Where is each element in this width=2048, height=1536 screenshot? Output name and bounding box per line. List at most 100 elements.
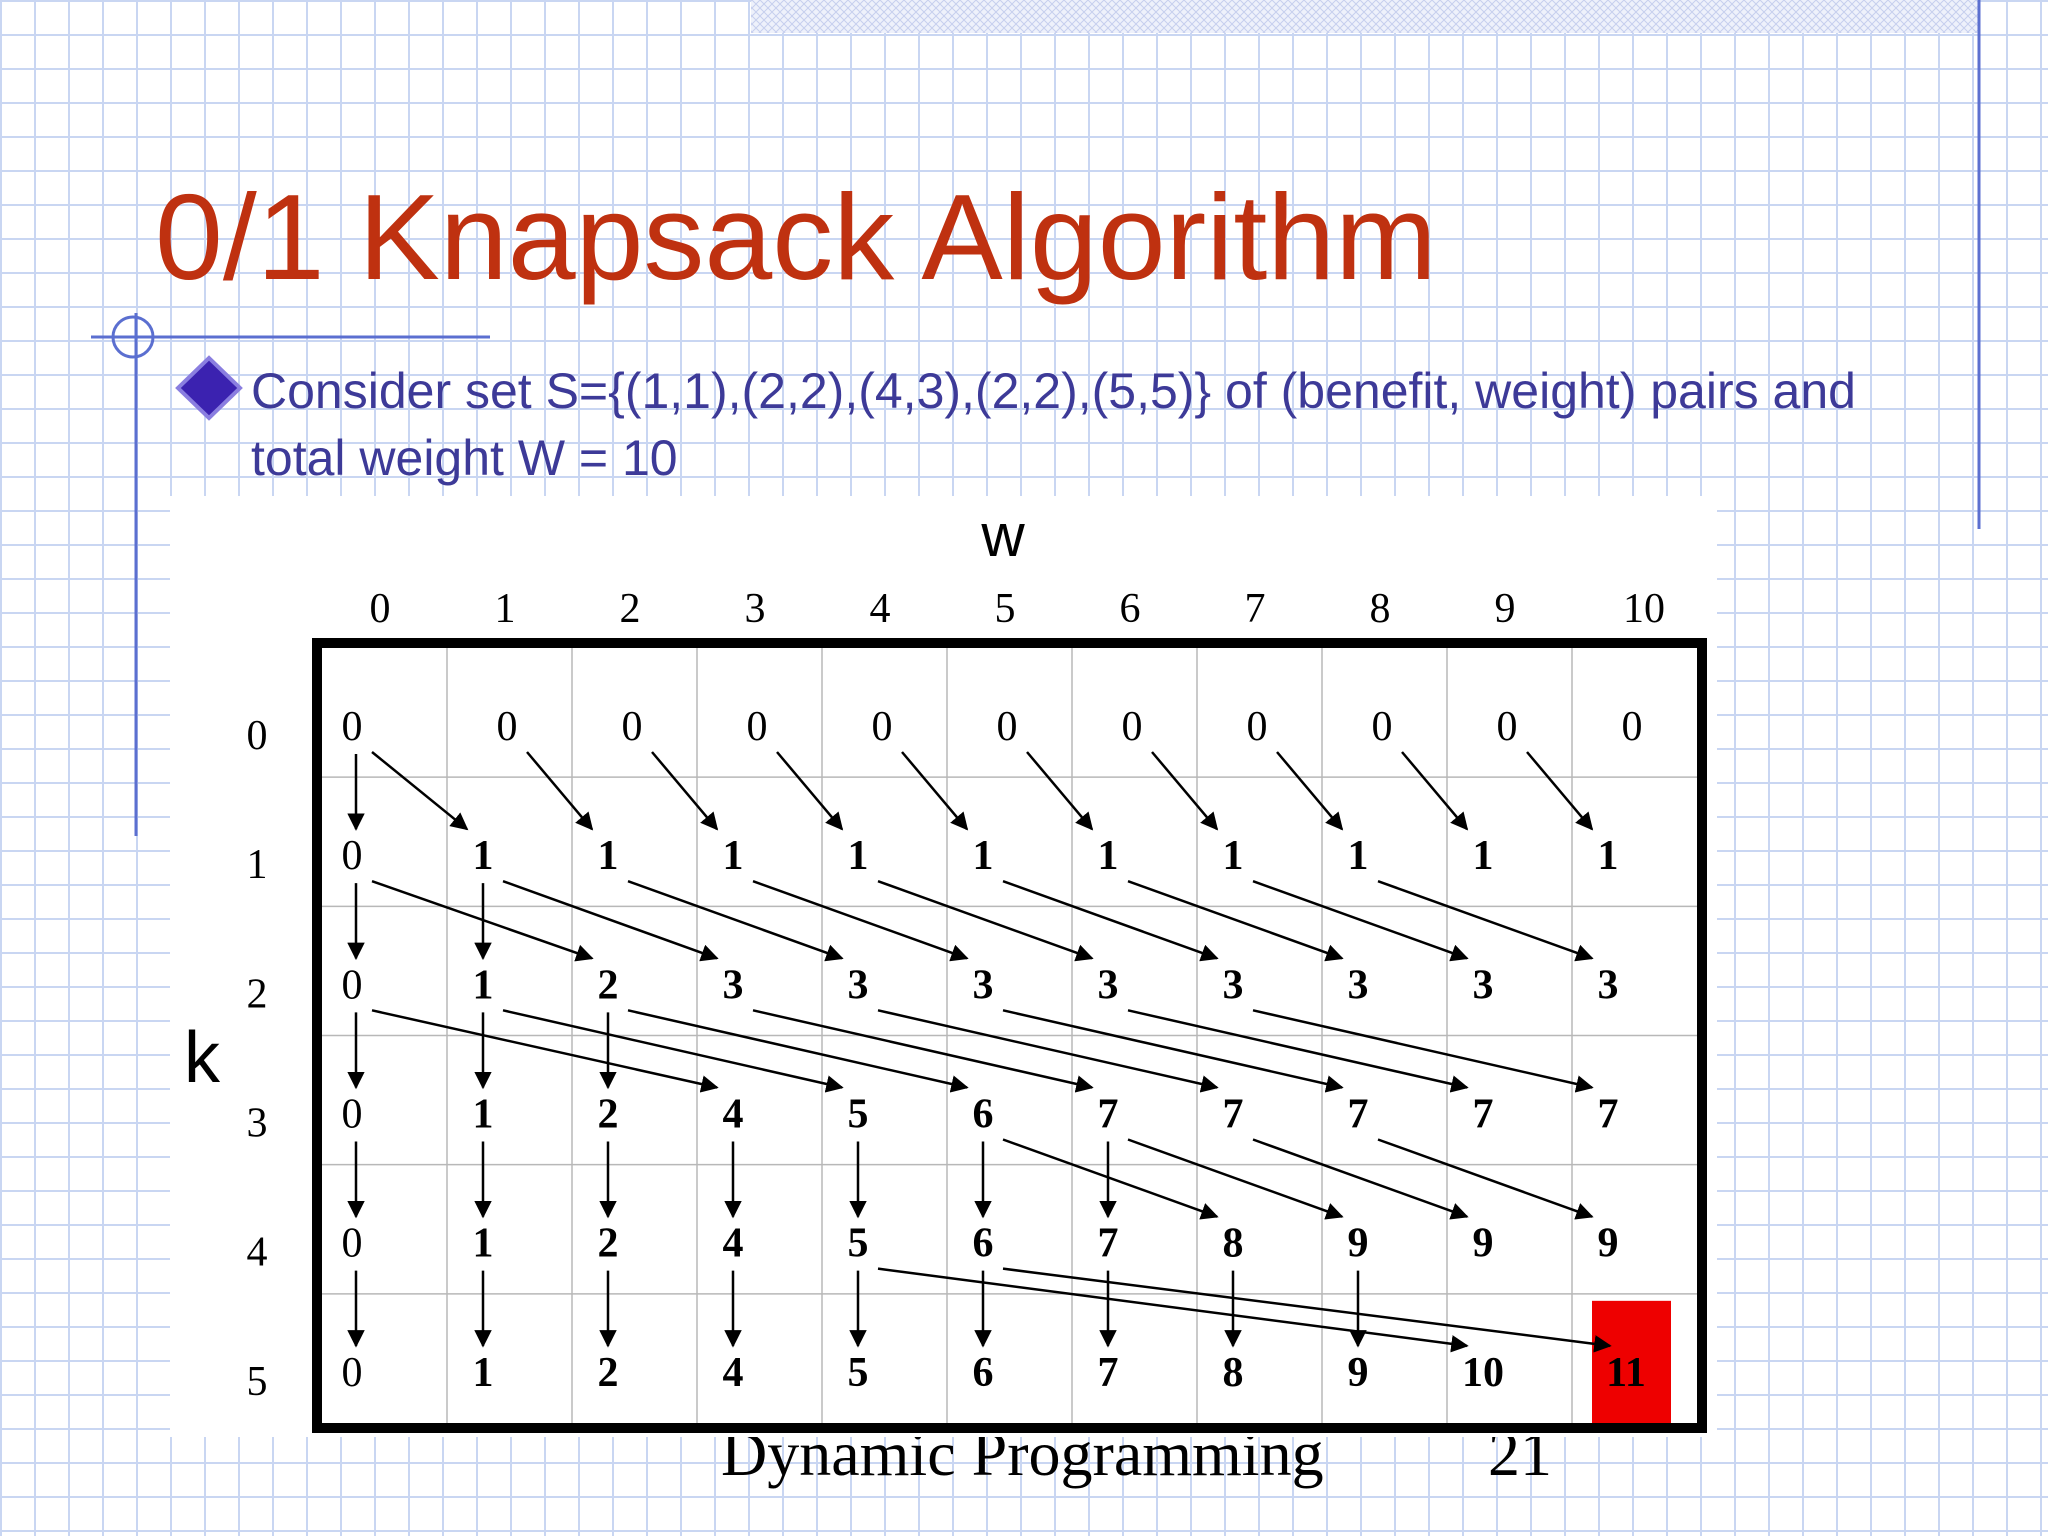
cell-value: 0 bbox=[997, 704, 1018, 750]
arrow bbox=[371, 751, 469, 831]
diagram-background bbox=[170, 496, 1717, 1437]
arrow bbox=[1002, 1009, 1344, 1093]
column-header: 5 bbox=[995, 586, 1016, 632]
cell-value: 5 bbox=[848, 1350, 869, 1396]
arrow bbox=[651, 751, 719, 831]
cell-value: 0 bbox=[342, 1092, 363, 1138]
column-header: 0 bbox=[370, 586, 391, 632]
cell-value: 0 bbox=[872, 704, 893, 750]
table-border bbox=[312, 638, 1707, 1433]
arrow bbox=[371, 879, 594, 962]
cell-value: 7 bbox=[1098, 1350, 1119, 1396]
cell-value: 0 bbox=[497, 704, 518, 750]
arrow bbox=[1127, 1009, 1469, 1093]
cell-value: 6 bbox=[973, 1350, 994, 1396]
arrow bbox=[627, 879, 844, 962]
column-header: 9 bbox=[1495, 586, 1516, 632]
cell-value: 0 bbox=[342, 1221, 363, 1267]
cell-value: 9 bbox=[1473, 1221, 1494, 1267]
cell-value: 1 bbox=[848, 833, 869, 879]
cell-value: 1 bbox=[473, 962, 494, 1008]
cell-value: 6 bbox=[973, 1092, 994, 1138]
arrow bbox=[1127, 1138, 1344, 1220]
cell-value: 0 bbox=[342, 833, 363, 879]
cell-value: 0 bbox=[1497, 704, 1518, 750]
arrow bbox=[776, 751, 844, 831]
slide-title: 0/1 Knapsack Algorithm bbox=[155, 169, 1437, 305]
arrow bbox=[1377, 1138, 1594, 1220]
column-header: 3 bbox=[745, 586, 766, 632]
cell-value: 7 bbox=[1598, 1092, 1619, 1138]
arrow bbox=[1252, 879, 1469, 962]
column-header: 7 bbox=[1245, 586, 1266, 632]
cell-value: 4 bbox=[723, 1092, 744, 1138]
row-header: 5 bbox=[247, 1359, 268, 1405]
cell-value: 4 bbox=[723, 1350, 744, 1396]
arrow bbox=[1127, 879, 1344, 962]
cell-value: 0 bbox=[342, 962, 363, 1008]
cell-value: 7 bbox=[1223, 1092, 1244, 1138]
arrow bbox=[901, 751, 969, 831]
cell-value: 7 bbox=[1098, 1092, 1119, 1138]
row-header: 4 bbox=[247, 1230, 268, 1276]
cell-value: 1 bbox=[473, 1221, 494, 1267]
cell-value: 1 bbox=[1223, 833, 1244, 879]
arrow bbox=[371, 1009, 719, 1093]
cell-value: 0 bbox=[622, 704, 643, 750]
arrow bbox=[1252, 1138, 1469, 1220]
cell-value: 3 bbox=[723, 962, 744, 1008]
cell-value: 1 bbox=[473, 1092, 494, 1138]
arrow bbox=[877, 1009, 1219, 1093]
cell-value: 0 bbox=[342, 1350, 363, 1396]
highlight-cell bbox=[1592, 1300, 1671, 1423]
arrow bbox=[1002, 879, 1219, 962]
cell-value: 3 bbox=[973, 962, 994, 1008]
cell-value: 1 bbox=[1098, 833, 1119, 879]
column-header: 8 bbox=[1370, 586, 1391, 632]
cell-value: 2 bbox=[598, 1221, 619, 1267]
arrow bbox=[1377, 879, 1594, 962]
cell-value: 3 bbox=[1473, 962, 1494, 1008]
column-header: 4 bbox=[870, 586, 891, 632]
cell-value: 3 bbox=[1598, 962, 1619, 1008]
cell-value: 0 bbox=[747, 704, 768, 750]
cell-value: 3 bbox=[1348, 962, 1369, 1008]
cell-value: 7 bbox=[1098, 1221, 1119, 1267]
bullet-diamond bbox=[175, 355, 243, 421]
cell-value: 9 bbox=[1348, 1350, 1369, 1396]
row-axis-label: k bbox=[184, 1018, 221, 1098]
arrow bbox=[1401, 751, 1469, 831]
column-header: 10 bbox=[1623, 586, 1665, 632]
row-header: 3 bbox=[247, 1101, 268, 1147]
cell-value: 7 bbox=[1473, 1092, 1494, 1138]
cell-value: 1 bbox=[1348, 833, 1369, 879]
cell-value: 0 bbox=[1122, 704, 1143, 750]
arrow bbox=[752, 1009, 1094, 1093]
cell-value: 1 bbox=[973, 833, 994, 879]
cell-value: 0 bbox=[1622, 704, 1643, 750]
cell-value: 7 bbox=[1348, 1092, 1369, 1138]
cell-value: 1 bbox=[723, 833, 744, 879]
cell-value: 2 bbox=[598, 1092, 619, 1138]
cell-value: 3 bbox=[848, 962, 869, 1008]
cell-value: 2 bbox=[598, 962, 619, 1008]
rule-circle bbox=[111, 315, 155, 359]
arrow bbox=[1151, 751, 1219, 831]
cell-value: 5 bbox=[848, 1221, 869, 1267]
header-band bbox=[751, 0, 1979, 33]
cell-value: 9 bbox=[1598, 1221, 1619, 1267]
cell-value: 10 bbox=[1462, 1350, 1504, 1396]
cell-value: 4 bbox=[723, 1221, 744, 1267]
cell-value: 1 bbox=[1598, 833, 1619, 879]
arrow bbox=[627, 1009, 969, 1093]
cell-value: 11 bbox=[1606, 1350, 1646, 1396]
arrow bbox=[1026, 751, 1094, 831]
cell-value: 0 bbox=[1372, 704, 1393, 750]
cell-value: 6 bbox=[973, 1221, 994, 1267]
cell-value: 1 bbox=[473, 833, 494, 879]
arrow bbox=[526, 751, 594, 831]
cell-value: 3 bbox=[1098, 962, 1119, 1008]
